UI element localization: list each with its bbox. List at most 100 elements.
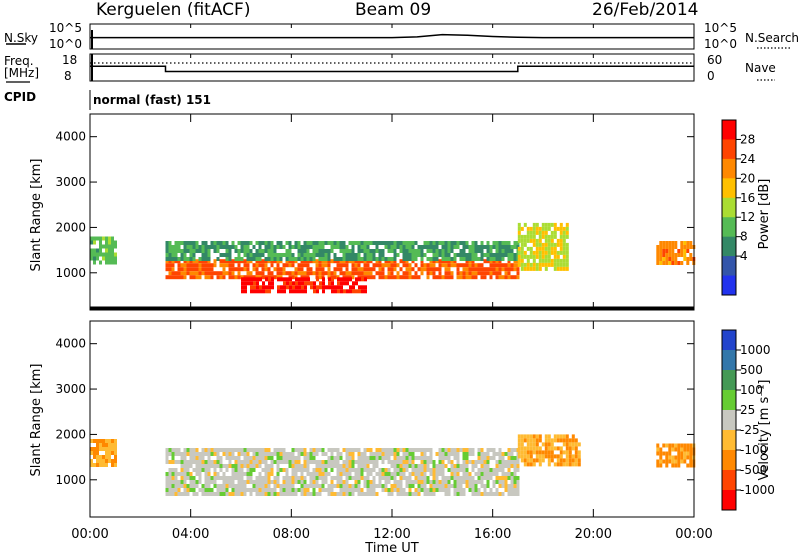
heatmap-cell	[535, 434, 539, 439]
heatmap-cell	[174, 492, 178, 496]
heatmap-cell	[372, 275, 376, 280]
heatmap-cell	[186, 452, 190, 456]
heatmap-cell	[507, 241, 511, 245]
heatmap-cell	[276, 484, 280, 488]
heatmap-cell	[498, 257, 502, 261]
heatmap-cell	[240, 267, 244, 272]
heatmap-cell	[207, 488, 211, 492]
heatmap-cell	[393, 257, 397, 261]
heatmap-cell	[381, 456, 385, 460]
colorbar-segment	[722, 178, 736, 199]
heatmap-cell	[252, 245, 256, 249]
heatmap-cell	[96, 248, 99, 253]
heatmap-cell	[102, 455, 105, 459]
heatmap-cell	[366, 468, 370, 472]
heatmap-cell	[683, 459, 687, 464]
heatmap-cell	[240, 448, 244, 452]
heatmap-cell	[351, 476, 355, 480]
heatmap-cell	[213, 476, 217, 480]
heatmap-cell	[541, 262, 545, 267]
heatmap-cell	[357, 480, 361, 484]
heatmap-cell	[177, 448, 181, 452]
heatmap-cell	[183, 468, 187, 472]
heatmap-cell	[340, 281, 343, 286]
heatmap-cell	[96, 252, 99, 257]
heatmap-cell	[345, 253, 349, 257]
heatmap-cell	[255, 464, 259, 468]
heatmap-cell	[222, 464, 226, 468]
heatmap-cell	[483, 492, 487, 496]
heatmap-cell	[432, 472, 436, 476]
heatmap-cell	[562, 438, 566, 443]
heatmap-cell	[289, 281, 292, 286]
heatmap-cell	[498, 253, 502, 257]
heatmap-cell	[108, 240, 111, 245]
heatmap-cell	[568, 438, 572, 443]
heatmap-cell	[183, 456, 187, 460]
heatmap-cell	[474, 484, 478, 488]
heatmap-cell	[99, 236, 102, 241]
heatmap-cell	[312, 448, 316, 452]
heatmap-cell	[237, 259, 241, 264]
heatmap-cell	[201, 456, 205, 460]
heatmap-cell	[246, 452, 250, 456]
heatmap-cell	[225, 259, 229, 264]
heatmap-cell	[405, 464, 409, 468]
heatmap-cell	[453, 245, 457, 249]
heatmap-cell	[441, 249, 445, 253]
heatmap-cell	[354, 241, 358, 245]
heatmap-cell	[301, 285, 304, 290]
heatmap-cell	[177, 472, 181, 476]
heatmap-cell	[219, 253, 223, 257]
heatmap-cell	[486, 267, 490, 272]
heatmap-cell	[273, 476, 277, 480]
heatmap-cell	[249, 472, 253, 476]
heatmap-cell	[262, 289, 265, 294]
heatmap-cell	[360, 464, 364, 468]
velocity-colorbar-label: Velocity [m s⁻¹]	[757, 380, 772, 481]
heatmap-cell	[529, 450, 533, 455]
heatmap-cell	[300, 472, 304, 476]
heatmap-cell	[108, 248, 111, 253]
heatmap-cell	[264, 484, 268, 488]
heatmap-cell	[213, 484, 217, 488]
heatmap-cell	[405, 271, 409, 276]
heatmap-cell	[285, 460, 289, 464]
heatmap-cell	[384, 275, 388, 280]
heatmap-cell	[195, 259, 199, 264]
heatmap-cell	[183, 267, 187, 272]
heatmap-cell	[438, 464, 442, 468]
heatmap-cell	[345, 492, 349, 496]
heatmap-cell	[393, 253, 397, 257]
heatmap-cell	[477, 468, 481, 472]
heatmap-cell	[532, 230, 536, 235]
heatmap-cell	[468, 249, 472, 253]
heatmap-cell	[222, 480, 226, 484]
heatmap-cell	[444, 259, 448, 264]
heatmap-cell	[165, 275, 169, 280]
heatmap-cell	[294, 257, 298, 261]
heatmap-cell	[375, 492, 379, 496]
heatmap-cell	[321, 484, 325, 488]
heatmap-cell	[468, 267, 472, 272]
heatmap-cell	[195, 249, 199, 253]
heatmap-cell	[360, 259, 364, 264]
heatmap-cell	[659, 245, 663, 249]
heatmap-cell	[366, 460, 370, 464]
heatmap-cell	[565, 222, 569, 227]
heatmap-cell	[312, 249, 316, 253]
heatmap-cell	[201, 249, 205, 253]
heatmap-cell	[213, 468, 217, 472]
heatmap-cell	[435, 245, 439, 249]
heatmap-cell	[237, 263, 241, 268]
heatmap-cell	[411, 460, 415, 464]
heatmap-cell	[198, 456, 202, 460]
heatmap-cell	[414, 472, 418, 476]
heatmap-cell	[405, 476, 409, 480]
heatmap-cell	[369, 452, 373, 456]
heatmap-cell	[375, 472, 379, 476]
heatmap-cell	[111, 236, 114, 241]
heatmap-cell	[213, 480, 217, 484]
heatmap-cell	[351, 253, 355, 257]
heatmap-cell	[267, 468, 271, 472]
